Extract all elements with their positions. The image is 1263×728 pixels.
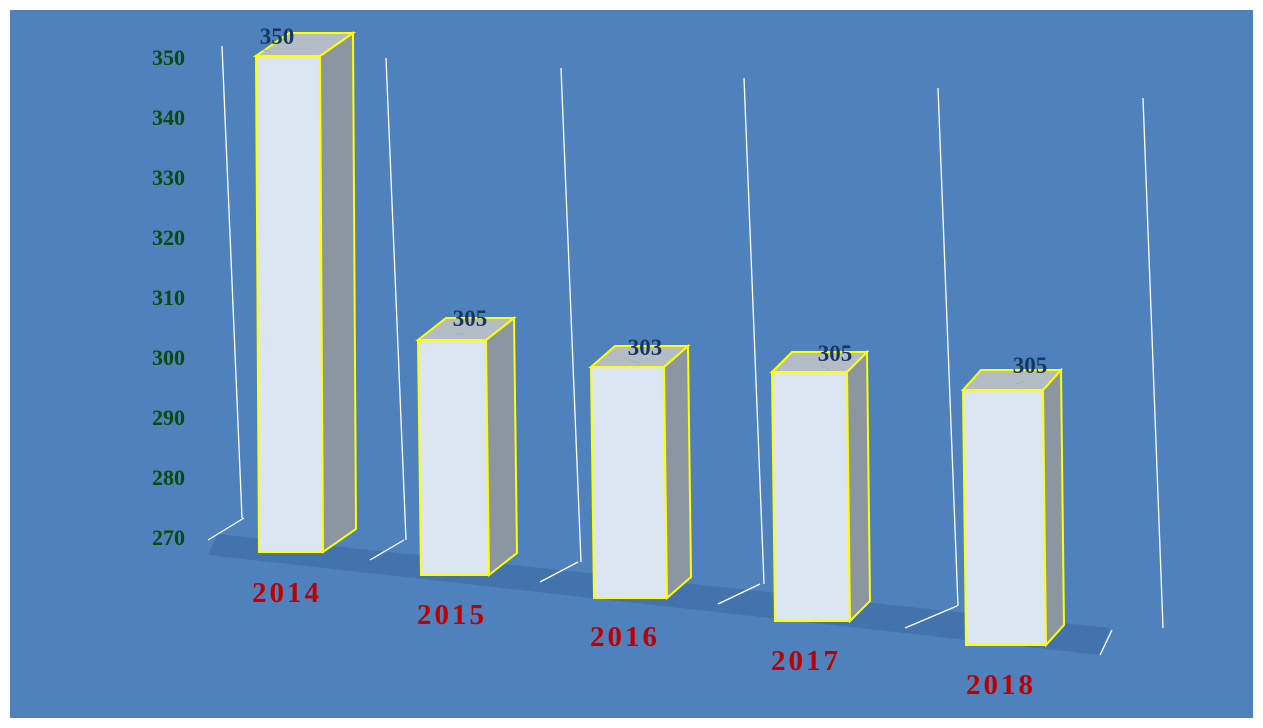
bar-front: [589, 366, 669, 599]
y-tick-label: 320: [152, 225, 185, 250]
bar-2014: [252, 31, 358, 554]
bar-top: [960, 369, 1064, 391]
data-label: 303: [628, 335, 663, 360]
y-tick-label: 330: [152, 165, 185, 190]
bar-side: [484, 315, 519, 578]
bar-top: [588, 345, 691, 368]
data-label-leader: [262, 49, 272, 53]
floor-edge-line: [1099, 629, 1113, 656]
bar-top: [252, 32, 357, 57]
bar-top: [415, 317, 517, 341]
floor-edge-line: [717, 583, 761, 605]
guide-line: [560, 67, 582, 563]
guide-line: [385, 57, 407, 541]
guide-line: [221, 45, 243, 519]
bar-side: [318, 31, 358, 554]
bar-2017: [769, 349, 872, 624]
floor-edge-line: [904, 605, 958, 629]
data-label: 305: [453, 306, 488, 331]
bar-top: [769, 351, 870, 373]
data-label: 305: [818, 341, 853, 366]
y-tick-label: 300: [152, 345, 185, 370]
y-tick-label: 270: [152, 525, 185, 550]
bar-front: [416, 339, 491, 576]
bar-2016: [588, 343, 693, 601]
y-tick-label: 280: [152, 465, 185, 490]
x-tick-label: 2014: [252, 577, 322, 609]
data-label: 350: [260, 24, 295, 49]
guide-line: [937, 87, 959, 607]
x-tick-label: 2018: [966, 669, 1036, 701]
guide-line: [1142, 97, 1164, 629]
y-tick-label: 340: [152, 105, 185, 130]
data-label-leader: [1015, 380, 1025, 385]
x-tick-label: 2017: [771, 645, 841, 677]
bar-side: [1041, 367, 1066, 648]
data-label-leader: [630, 360, 640, 364]
x-tick-label: 2015: [417, 599, 487, 631]
floor-edge-line: [539, 561, 579, 583]
y-tick-label: 310: [152, 285, 185, 310]
floor-edge-line: [207, 517, 245, 541]
floor-edge-line: [369, 539, 405, 561]
bar-2015: [415, 315, 519, 578]
bar-side: [662, 343, 693, 601]
guide-line: [743, 77, 765, 585]
y-tick-label: 290: [152, 405, 185, 430]
y-tick-label: 350: [152, 45, 185, 70]
bar-front: [961, 389, 1048, 646]
data-label-leader: [820, 365, 830, 370]
x-tick-label: 2016: [590, 621, 660, 653]
data-label: 305: [1013, 353, 1048, 378]
bar-front: [254, 55, 325, 553]
bar-side: [845, 349, 872, 624]
bar-2018: [960, 367, 1066, 648]
bar-front: [770, 371, 852, 622]
